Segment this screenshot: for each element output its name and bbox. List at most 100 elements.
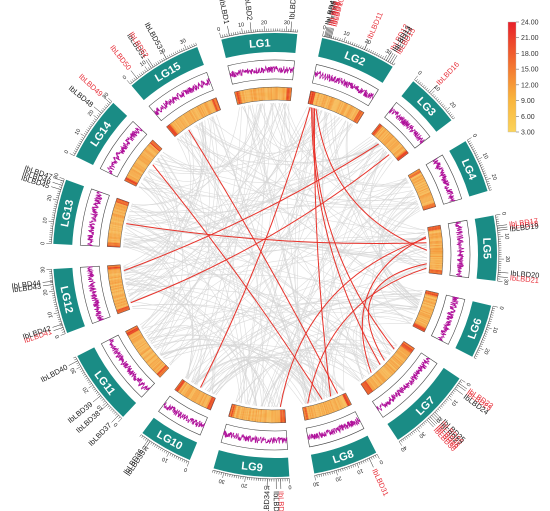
heatmap-cell bbox=[278, 409, 280, 423]
gene-marker bbox=[53, 177, 64, 182]
heatmap-cell bbox=[373, 125, 383, 137]
heatmap-cell bbox=[252, 88, 256, 102]
scale-tick bbox=[347, 40, 350, 44]
heatmap-cell bbox=[369, 377, 379, 389]
chromosome-block bbox=[310, 435, 377, 474]
chromosome-block bbox=[213, 450, 290, 477]
syntenic-link-gray bbox=[253, 123, 352, 406]
scale-tick bbox=[474, 152, 478, 154]
gene-marker bbox=[497, 229, 508, 231]
heatmap-cell bbox=[375, 372, 385, 384]
heatmap-cell bbox=[148, 356, 159, 367]
gc-content-LG14 bbox=[99, 120, 148, 178]
scale-tick-label: 10 bbox=[139, 60, 147, 68]
scale-tick bbox=[158, 446, 160, 450]
scale-tick bbox=[470, 144, 473, 146]
heatmap-cell bbox=[398, 348, 410, 357]
heatmap-cell bbox=[363, 381, 372, 394]
heatmap-frame bbox=[371, 123, 409, 162]
heatmap-cell bbox=[348, 107, 357, 120]
heatmap-cell bbox=[125, 326, 138, 334]
heatmap-cell bbox=[111, 215, 125, 220]
syntenic-link-gray bbox=[127, 216, 335, 396]
gene-label: IbLBD33 bbox=[272, 491, 281, 511]
gene-marker bbox=[454, 388, 463, 395]
scale-tick bbox=[455, 386, 459, 389]
gc-content-frame bbox=[220, 423, 288, 451]
heatmap-cell bbox=[262, 409, 265, 423]
syntenic-link-gray bbox=[162, 143, 379, 183]
heatmap-cell bbox=[396, 350, 408, 360]
scale-tick bbox=[90, 123, 93, 126]
heatmap-cell bbox=[428, 230, 442, 234]
heatmap-cell bbox=[410, 174, 423, 182]
heatmap-cell bbox=[199, 393, 206, 406]
heatmap-cell bbox=[251, 408, 255, 422]
heatmap-cell bbox=[283, 409, 286, 423]
heatmap-frame bbox=[427, 224, 444, 275]
heatmap-cell bbox=[144, 148, 156, 158]
gc-content-LG15 bbox=[148, 71, 214, 122]
heatmap-cell bbox=[201, 394, 209, 407]
scale-tick bbox=[102, 402, 107, 406]
scale-tick bbox=[152, 443, 155, 446]
gc-content-frame bbox=[100, 334, 155, 398]
heatmap-cell bbox=[108, 277, 122, 281]
scale-tick bbox=[166, 452, 170, 457]
heatmap-cell bbox=[420, 307, 433, 314]
heatmap-cell bbox=[116, 305, 129, 312]
heatmap-cell bbox=[409, 171, 422, 179]
scale-tick-label: 0 bbox=[378, 458, 383, 465]
heatmap-cell bbox=[326, 400, 332, 414]
scale-tick bbox=[83, 133, 87, 135]
heatmap-cell bbox=[314, 404, 319, 418]
heatmap-cell bbox=[195, 391, 203, 404]
heatmap-cell bbox=[314, 92, 319, 106]
heatmap-cell bbox=[325, 96, 331, 109]
scale-tick bbox=[482, 170, 486, 172]
heatmap-cell bbox=[151, 139, 163, 150]
heatmap-cell bbox=[273, 87, 275, 101]
heatmap-cell bbox=[130, 334, 143, 343]
syntenic-link-gray bbox=[236, 343, 392, 403]
scale-tick bbox=[62, 331, 65, 333]
heatmap-cell bbox=[180, 383, 189, 395]
heatmap-cell bbox=[108, 228, 122, 233]
gene-marker bbox=[432, 413, 441, 421]
gc-content-line bbox=[87, 191, 103, 247]
syntenic-link-gray bbox=[126, 175, 175, 225]
gc-content-LG4 bbox=[425, 154, 463, 205]
syntenic-link-gray bbox=[128, 121, 204, 297]
scale-tick bbox=[142, 71, 145, 74]
heatmap-cell bbox=[420, 196, 433, 203]
scale-tick bbox=[156, 445, 158, 449]
syntenic-link-gray bbox=[263, 210, 421, 407]
scale-tick bbox=[339, 38, 341, 41]
scale-tick bbox=[488, 322, 491, 325]
heatmap-cell bbox=[249, 408, 253, 422]
heatmap-cell bbox=[179, 116, 188, 128]
scale-tick-label: 0 bbox=[500, 212, 506, 216]
heatmap-cell bbox=[419, 193, 432, 200]
heatmap-cell bbox=[428, 234, 442, 237]
heatmap-cell bbox=[177, 380, 186, 393]
syntenic-link-gray bbox=[244, 106, 323, 400]
scale-tick bbox=[473, 357, 477, 360]
heatmap-cell bbox=[136, 342, 148, 351]
heatmap-cell bbox=[392, 145, 403, 155]
heatmap-cell bbox=[112, 292, 125, 298]
heatmap-cell bbox=[318, 93, 323, 107]
heatmap-cell bbox=[110, 219, 124, 224]
heatmap-cell bbox=[324, 401, 330, 415]
heatmap-cell bbox=[108, 235, 122, 238]
legend-tick-label: 18.00 bbox=[521, 51, 539, 58]
scale-tick bbox=[356, 43, 358, 47]
heatmap-cell bbox=[192, 107, 201, 120]
heatmap-cell bbox=[138, 344, 150, 354]
heatmap-cell bbox=[242, 407, 247, 421]
heatmap-frame bbox=[234, 86, 293, 105]
scale-tick-label: 0 bbox=[498, 306, 505, 310]
heatmap-cell bbox=[422, 204, 436, 210]
heatmap-cell bbox=[139, 346, 151, 356]
heatmap-cell bbox=[134, 162, 146, 171]
